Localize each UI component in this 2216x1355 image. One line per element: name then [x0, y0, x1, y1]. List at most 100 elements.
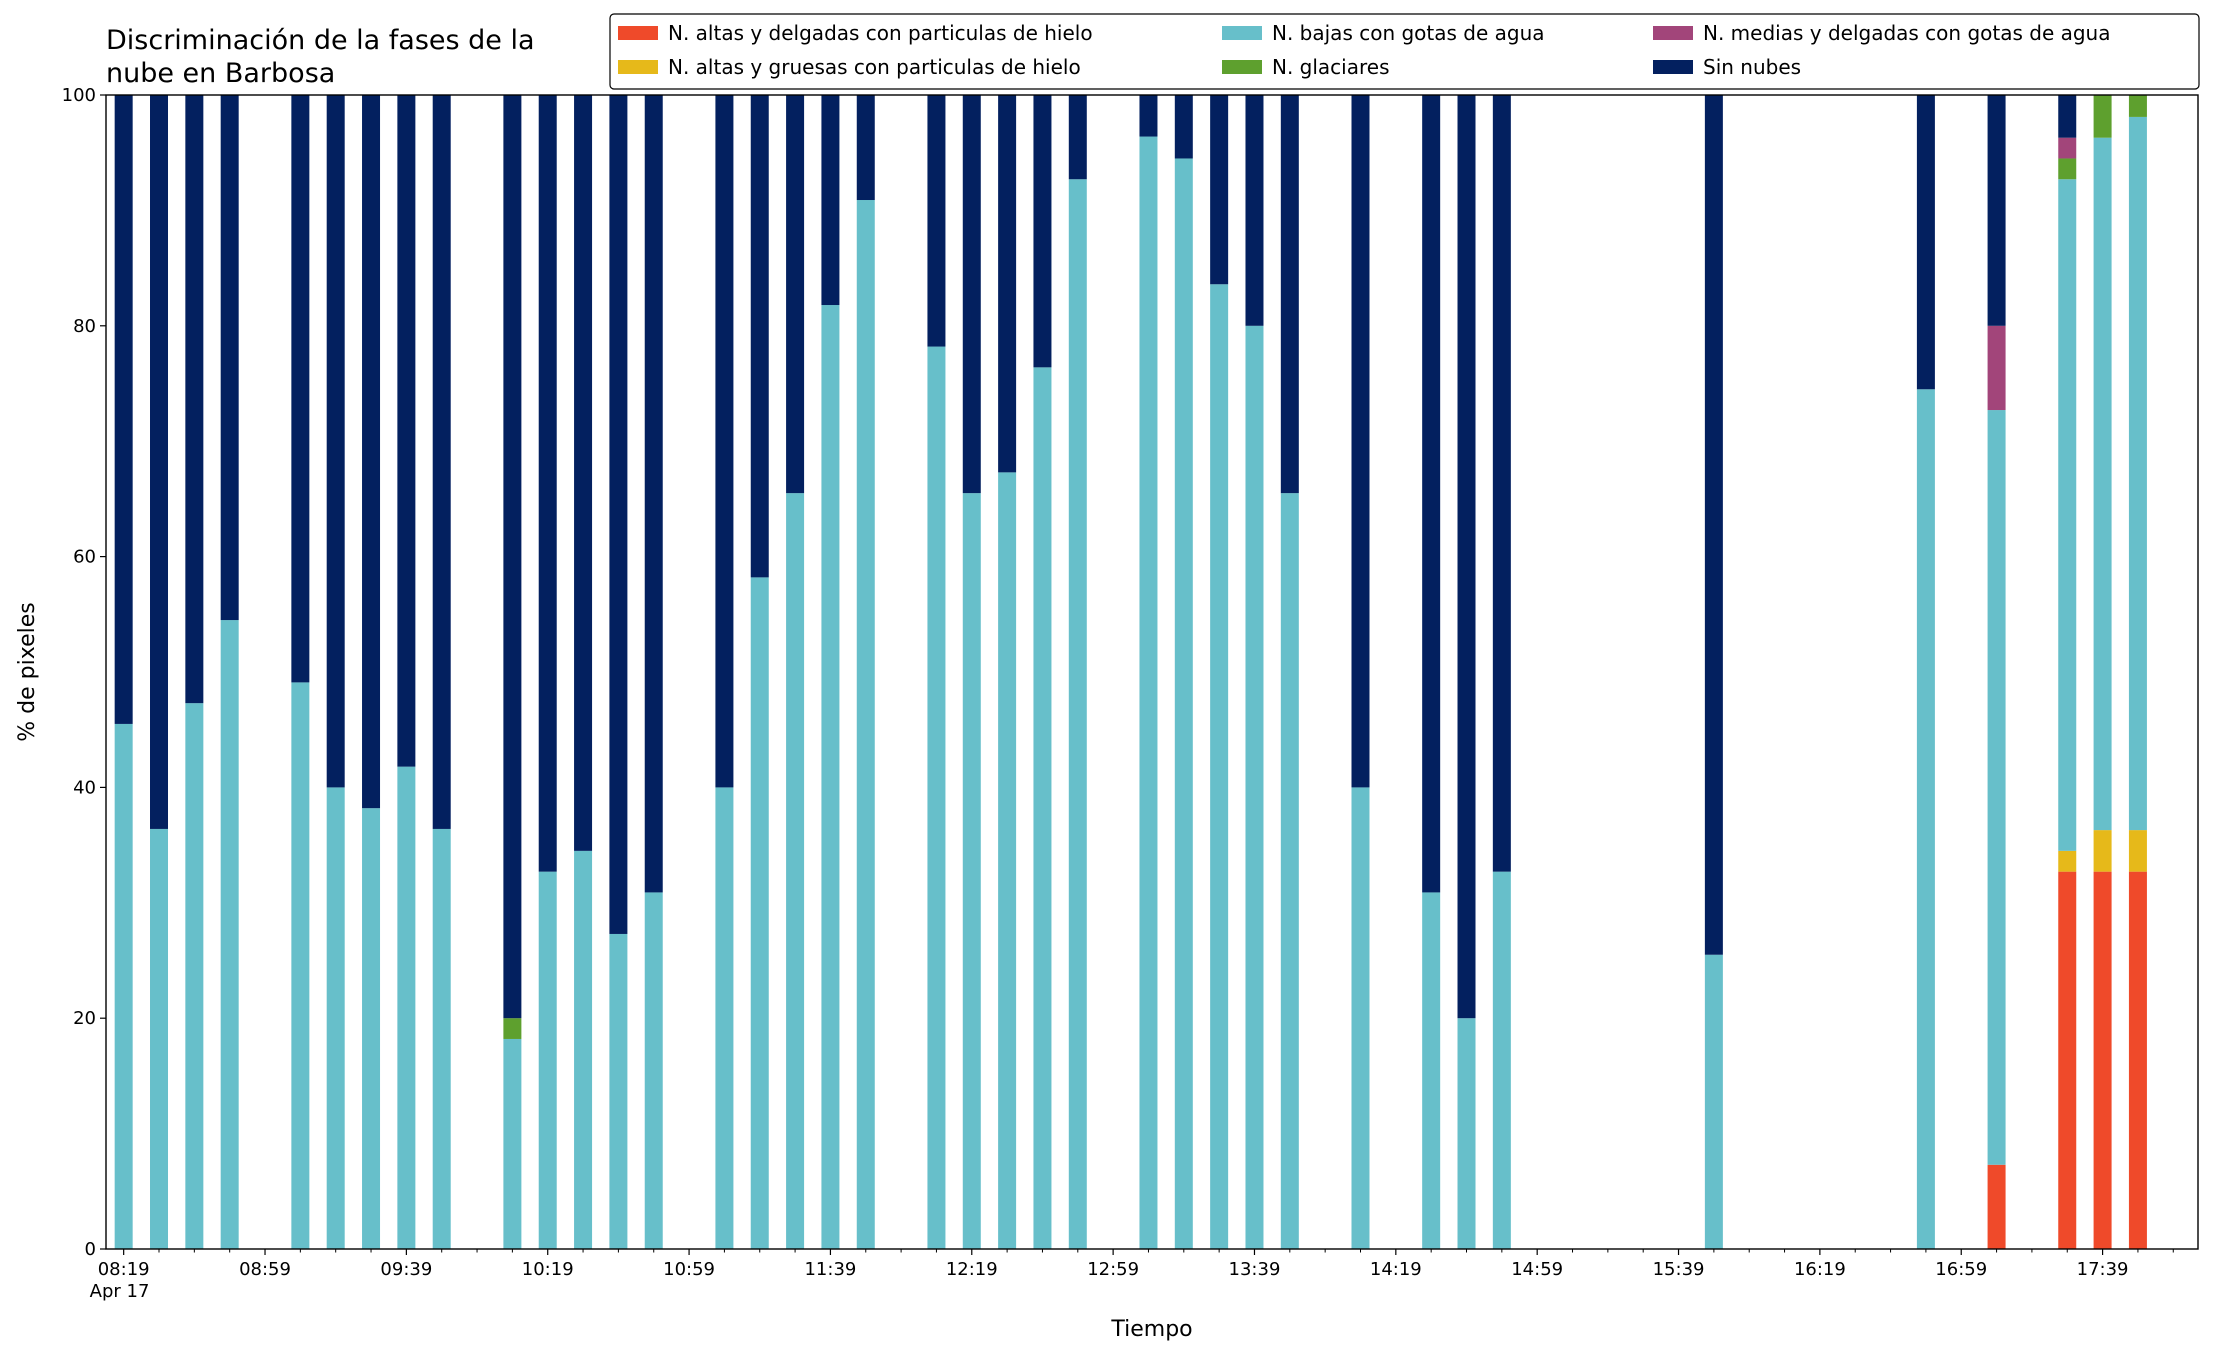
- bar-segment: [503, 1018, 522, 1039]
- legend-label: N. glaciares: [1272, 55, 1390, 79]
- bar-segment: [1174, 158, 1193, 1250]
- bar-segment: [750, 95, 769, 578]
- y-tick-label: 80: [73, 316, 96, 337]
- bar-segment: [326, 787, 345, 1249]
- bar-segment: [185, 703, 204, 1249]
- bar-segment: [1422, 892, 1441, 1249]
- legend-swatch: [1222, 60, 1262, 74]
- bar-segment: [2058, 179, 2077, 851]
- bar-segment: [397, 766, 416, 1249]
- bar-segment: [750, 577, 769, 1249]
- bar-segment: [786, 95, 805, 494]
- y-tick-label: 40: [73, 777, 96, 798]
- bar-segment: [1987, 1164, 2006, 1249]
- bar-segment: [609, 933, 628, 1249]
- bar-segment: [644, 95, 663, 893]
- bar-segment: [821, 95, 840, 306]
- x-tick-label: 16:19: [1794, 1259, 1846, 1280]
- bar-segment: [150, 95, 169, 829]
- bar-segment: [2128, 95, 2147, 117]
- bar-segment: [574, 95, 593, 851]
- y-tick-label: 20: [73, 1008, 96, 1029]
- legend-swatch: [1222, 26, 1262, 40]
- bar-segment: [1916, 95, 1935, 390]
- bar-segment: [1245, 325, 1264, 1249]
- bar-segment: [998, 472, 1017, 1249]
- bar-segment: [644, 892, 663, 1249]
- bar-segment: [927, 346, 946, 1249]
- bar-segment: [715, 787, 734, 1249]
- bar-segment: [1987, 95, 2006, 326]
- bar-segment: [927, 95, 946, 347]
- legend-label: N. altas y gruesas con particulas de hie…: [668, 55, 1081, 79]
- bar-segment: [1704, 95, 1723, 955]
- x-tick-label: 10:59: [663, 1259, 715, 1280]
- x-tick-label: 14:59: [1511, 1259, 1563, 1280]
- bar-segment: [1139, 95, 1158, 137]
- bar-segment: [1351, 95, 1370, 788]
- bar-segment: [856, 200, 875, 1249]
- legend-swatch: [1653, 26, 1693, 40]
- bar-segment: [1351, 787, 1370, 1249]
- bar-segment: [1033, 367, 1052, 1249]
- x-tick-label: 16:59: [1935, 1259, 1987, 1280]
- bar-segment: [1210, 284, 1229, 1250]
- bar-segment: [574, 850, 593, 1249]
- legend-swatch: [618, 26, 658, 40]
- legend-label: N. bajas con gotas de agua: [1272, 21, 1545, 45]
- bar-segment: [609, 95, 628, 934]
- y-tick-label: 0: [85, 1239, 96, 1260]
- bar-segment: [2058, 95, 2077, 138]
- x-tick-label: 08:59: [239, 1259, 291, 1280]
- bar-segment: [1422, 95, 1441, 893]
- bar-segment: [786, 493, 805, 1249]
- bar-segment: [1033, 95, 1052, 368]
- legend-label: N. altas y delgadas con particulas de hi…: [668, 21, 1093, 45]
- legend-box: [609, 13, 2200, 90]
- y-tick-label: 60: [73, 547, 96, 568]
- x-date-label: Apr 17: [90, 1281, 150, 1302]
- bar-segment: [1492, 95, 1511, 872]
- bar-segment: [1280, 493, 1299, 1249]
- x-tick-label: 15:39: [1653, 1259, 1705, 1280]
- bar-segment: [2093, 830, 2112, 872]
- bar-segment: [2058, 871, 2077, 1249]
- x-tick-label: 08:19: [98, 1259, 150, 1280]
- bar-segment: [998, 95, 1017, 473]
- x-tick-label: 11:39: [804, 1259, 856, 1280]
- bar-segment: [2058, 137, 2077, 159]
- bar-segment: [503, 1038, 522, 1249]
- bar-segment: [2093, 871, 2112, 1249]
- bar-segment: [220, 620, 239, 1249]
- bar-segment: [1492, 871, 1511, 1249]
- bar-segment: [821, 305, 840, 1249]
- legend-label: N. medias y delgadas con gotas de agua: [1703, 21, 2111, 45]
- x-tick-label: 14:19: [1370, 1259, 1422, 1280]
- bar-segment: [715, 95, 734, 788]
- bar-segment: [2093, 137, 2112, 831]
- bar-segment: [2128, 116, 2147, 831]
- bar-segment: [538, 871, 557, 1249]
- bar-segment: [962, 493, 981, 1249]
- x-tick-label: 13:39: [1229, 1259, 1281, 1280]
- bar-segment: [220, 95, 239, 621]
- bar-segment: [114, 723, 133, 1249]
- bar-segment: [1174, 95, 1193, 159]
- bar-segment: [432, 95, 451, 829]
- bar-segment: [362, 95, 381, 809]
- bar-segment: [2093, 95, 2112, 138]
- x-tick-label: 12:59: [1087, 1259, 1139, 1280]
- bar-segment: [291, 682, 310, 1249]
- bar-segment: [1704, 954, 1723, 1249]
- bar-segment: [291, 95, 310, 683]
- bar-segment: [2128, 830, 2147, 872]
- bar-segment: [1987, 410, 2006, 1165]
- bar-segment: [503, 95, 522, 1019]
- legend-label: Sin nubes: [1703, 55, 1801, 79]
- bar-segment: [362, 808, 381, 1249]
- y-tick-label: 100: [62, 85, 96, 106]
- bar-segment: [397, 95, 416, 767]
- x-axis-label: Tiempo: [1110, 1317, 1192, 1342]
- bar-segment: [114, 95, 133, 724]
